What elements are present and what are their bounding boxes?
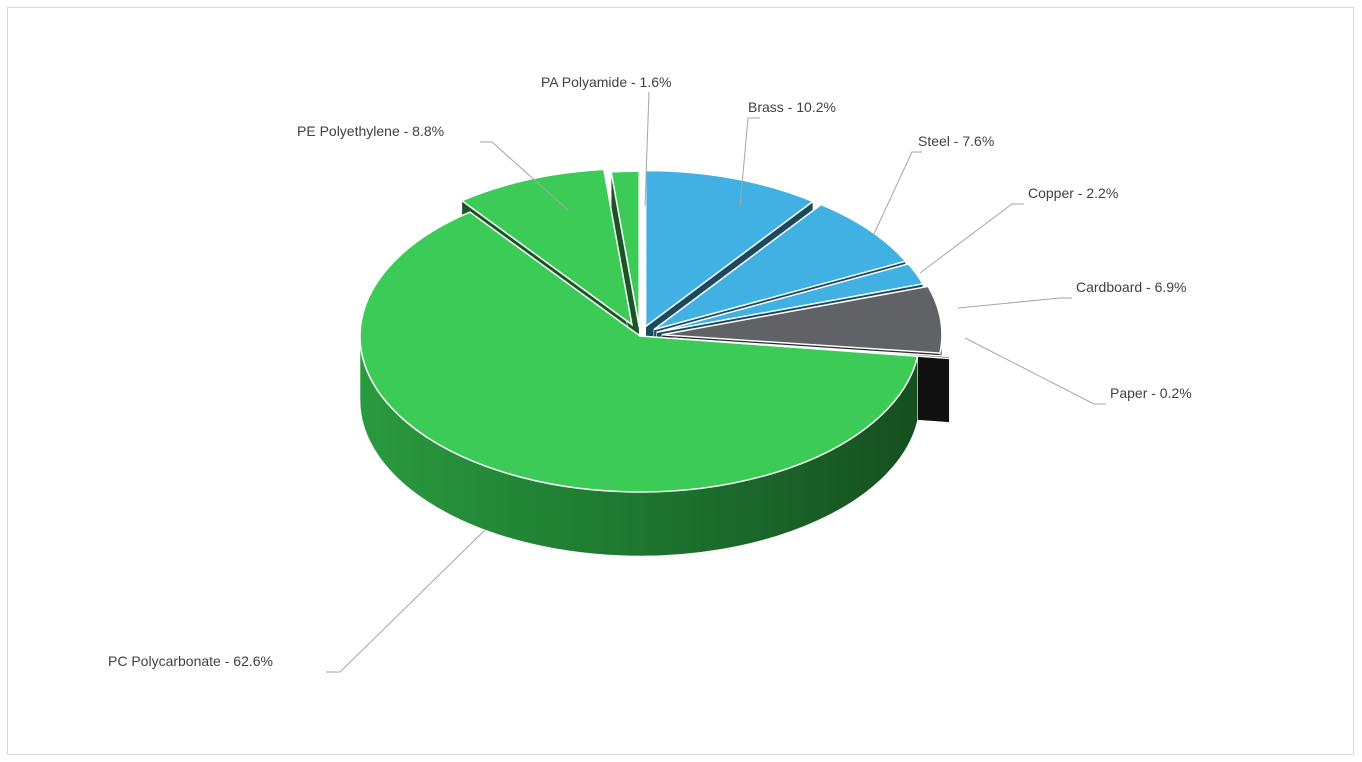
data-label-cardboard: Cardboard - 6.9% — [1076, 279, 1187, 295]
data-label-pa-polyamide: PA Polyamide - 1.6% — [541, 74, 671, 90]
leader-line-cardboard — [957, 297, 1072, 309]
leader-line-steel — [872, 151, 922, 237]
leader-line-pe-polyethylene — [480, 141, 569, 211]
slice-copper[interactable] — [656, 263, 925, 333]
slice-pe-polyethylene[interactable] — [460, 168, 633, 327]
leader-line-pa-polyamide — [644, 91, 650, 207]
slice-pa-polyamide[interactable] — [610, 170, 640, 328]
slice-pc-polycarbonate[interactable] — [359, 211, 919, 493]
data-label-steel: Steel - 7.6% — [918, 133, 994, 149]
leader-line-paper — [964, 337, 1106, 405]
data-label-copper: Copper - 2.2% — [1028, 185, 1118, 201]
leader-line-brass — [739, 117, 760, 208]
slice-cardboard[interactable] — [661, 285, 943, 354]
leader-line-pc-polycarbonate — [326, 529, 486, 673]
data-label-pe-polyethylene: PE Polyethylene - 8.8% — [297, 123, 444, 139]
leader-line-copper — [919, 203, 1024, 274]
slice-brass[interactable] — [644, 169, 815, 328]
data-label-brass: Brass - 10.2% — [748, 99, 836, 115]
slice-steel[interactable] — [653, 203, 907, 331]
data-label-pc-polycarbonate: PC Polycarbonate - 62.6% — [108, 653, 273, 669]
data-label-paper: Paper - 0.2% — [1110, 385, 1192, 401]
